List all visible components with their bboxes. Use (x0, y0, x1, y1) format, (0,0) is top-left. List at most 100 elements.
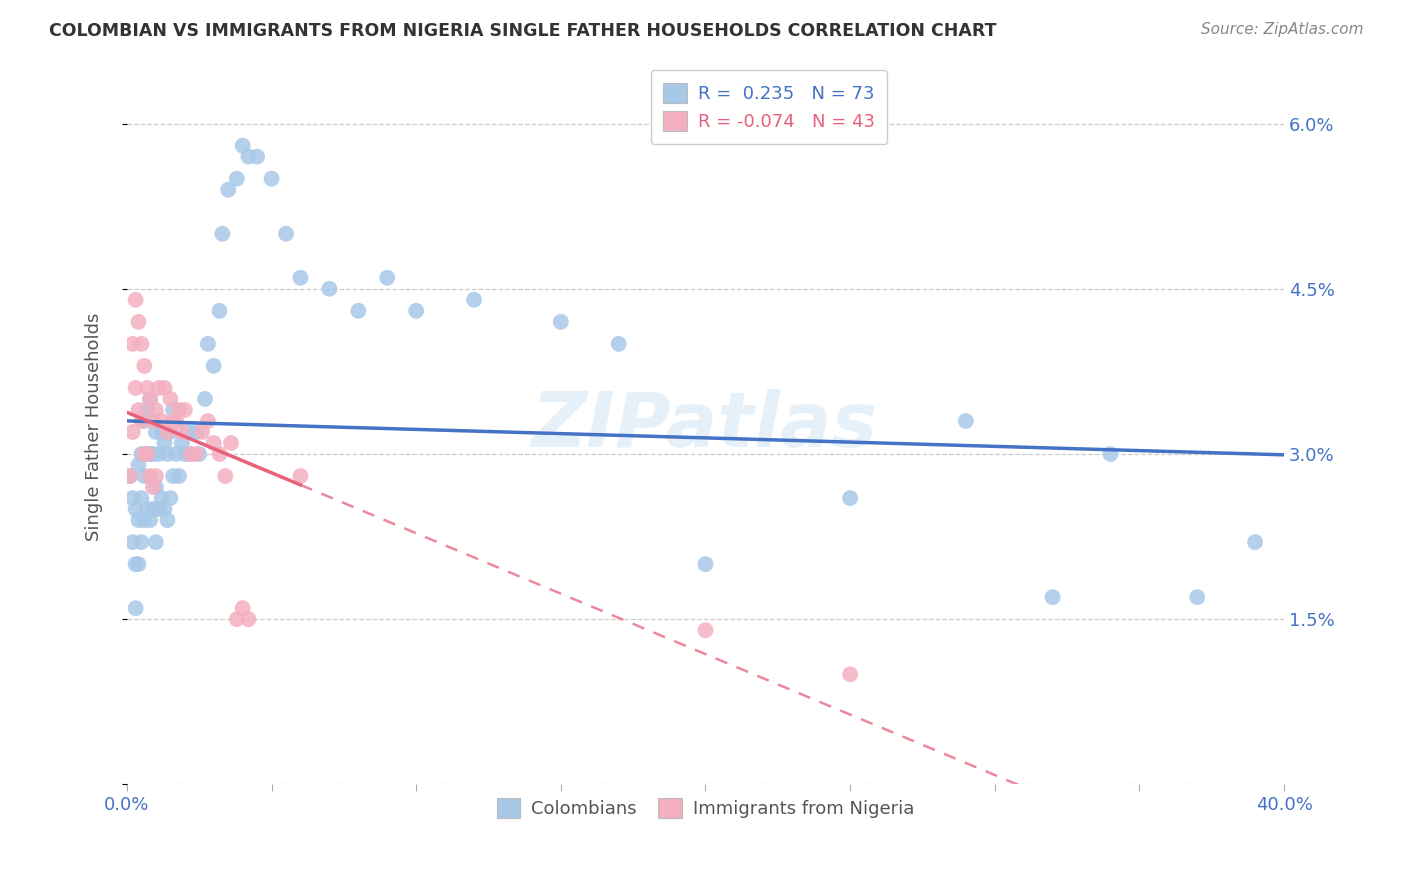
Point (695, 624, 717, 638)
Point (232, 601, 254, 615)
Point (127, 315, 149, 329)
Point (162, 414, 184, 428)
Point (186, 425, 208, 439)
Point (134, 469, 156, 483)
Point (162, 403, 184, 417)
Point (121, 535, 143, 549)
Point (290, 469, 312, 483)
Point (1187, 590, 1209, 604)
Point (150, 491, 173, 505)
Point (202, 436, 225, 450)
Point (211, 227, 233, 241)
Point (124, 502, 146, 516)
Point (145, 425, 167, 439)
Point (839, 491, 862, 505)
Point (148, 447, 170, 461)
Point (150, 414, 173, 428)
Point (194, 392, 217, 406)
Point (260, 171, 283, 186)
Point (145, 403, 167, 417)
Point (165, 447, 187, 461)
Point (232, 138, 254, 153)
Text: ZIPatlas: ZIPatlas (533, 390, 879, 464)
Point (162, 469, 184, 483)
Point (131, 535, 153, 549)
Point (121, 337, 143, 351)
Point (217, 183, 239, 197)
Point (214, 469, 236, 483)
Legend: Colombians, Immigrants from Nigeria: Colombians, Immigrants from Nigeria (489, 791, 921, 825)
Point (695, 557, 717, 571)
Point (124, 601, 146, 615)
Point (131, 491, 153, 505)
Point (145, 469, 167, 483)
Point (118, 469, 141, 483)
Point (131, 447, 153, 461)
Point (127, 513, 149, 527)
Point (131, 337, 153, 351)
Point (839, 667, 862, 681)
Point (375, 270, 398, 285)
Point (134, 359, 156, 373)
Point (159, 491, 181, 505)
Point (290, 270, 312, 285)
Point (139, 447, 162, 461)
Point (121, 491, 143, 505)
Point (1099, 447, 1122, 461)
Point (142, 480, 165, 494)
Point (121, 425, 143, 439)
Point (165, 414, 187, 428)
Point (127, 458, 149, 472)
Point (208, 303, 231, 318)
Point (159, 425, 181, 439)
Point (153, 381, 176, 395)
Point (173, 403, 195, 417)
Point (139, 469, 162, 483)
Point (238, 612, 260, 626)
Point (150, 425, 173, 439)
Point (124, 293, 146, 307)
Point (208, 447, 231, 461)
Point (188, 447, 211, 461)
Point (186, 447, 208, 461)
Point (145, 535, 167, 549)
Point (118, 469, 141, 483)
Point (347, 303, 370, 318)
Point (159, 392, 181, 406)
Point (134, 447, 156, 461)
Point (124, 557, 146, 571)
Point (180, 447, 202, 461)
Point (139, 513, 162, 527)
Point (202, 359, 225, 373)
Point (170, 436, 193, 450)
Point (167, 403, 190, 417)
Point (136, 403, 159, 417)
Point (142, 502, 165, 516)
Point (156, 513, 179, 527)
Point (134, 414, 156, 428)
Point (170, 425, 193, 439)
Point (225, 171, 247, 186)
Point (173, 447, 195, 461)
Point (124, 381, 146, 395)
Point (318, 282, 340, 296)
Point (225, 612, 247, 626)
Point (139, 392, 162, 406)
Point (167, 469, 190, 483)
Point (197, 414, 219, 428)
Point (127, 557, 149, 571)
Y-axis label: Single Father Households: Single Father Households (86, 312, 103, 541)
Point (191, 425, 214, 439)
Point (142, 414, 165, 428)
Point (197, 337, 219, 351)
Point (463, 293, 485, 307)
Point (139, 392, 162, 406)
Point (153, 436, 176, 450)
Point (148, 502, 170, 516)
Point (180, 447, 202, 461)
Point (274, 227, 297, 241)
Point (156, 425, 179, 439)
Point (134, 513, 156, 527)
Point (136, 502, 159, 516)
Point (550, 315, 572, 329)
